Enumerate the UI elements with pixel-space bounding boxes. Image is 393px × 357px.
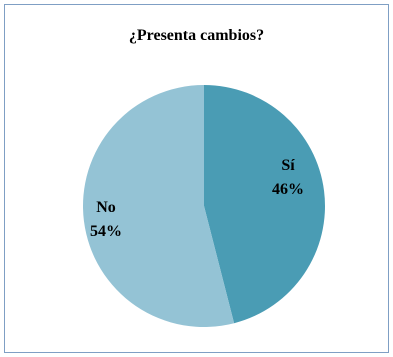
slice-name-label: Sí [281, 157, 295, 174]
pie-slice-no [82, 85, 235, 328]
slice-name-label: No [96, 199, 116, 216]
slice-value-label: 46% [272, 181, 304, 198]
slice-value-label: 54% [90, 223, 122, 240]
pie-slice-si [204, 85, 325, 324]
chart-title: ¿Presenta cambios? [128, 27, 265, 44]
